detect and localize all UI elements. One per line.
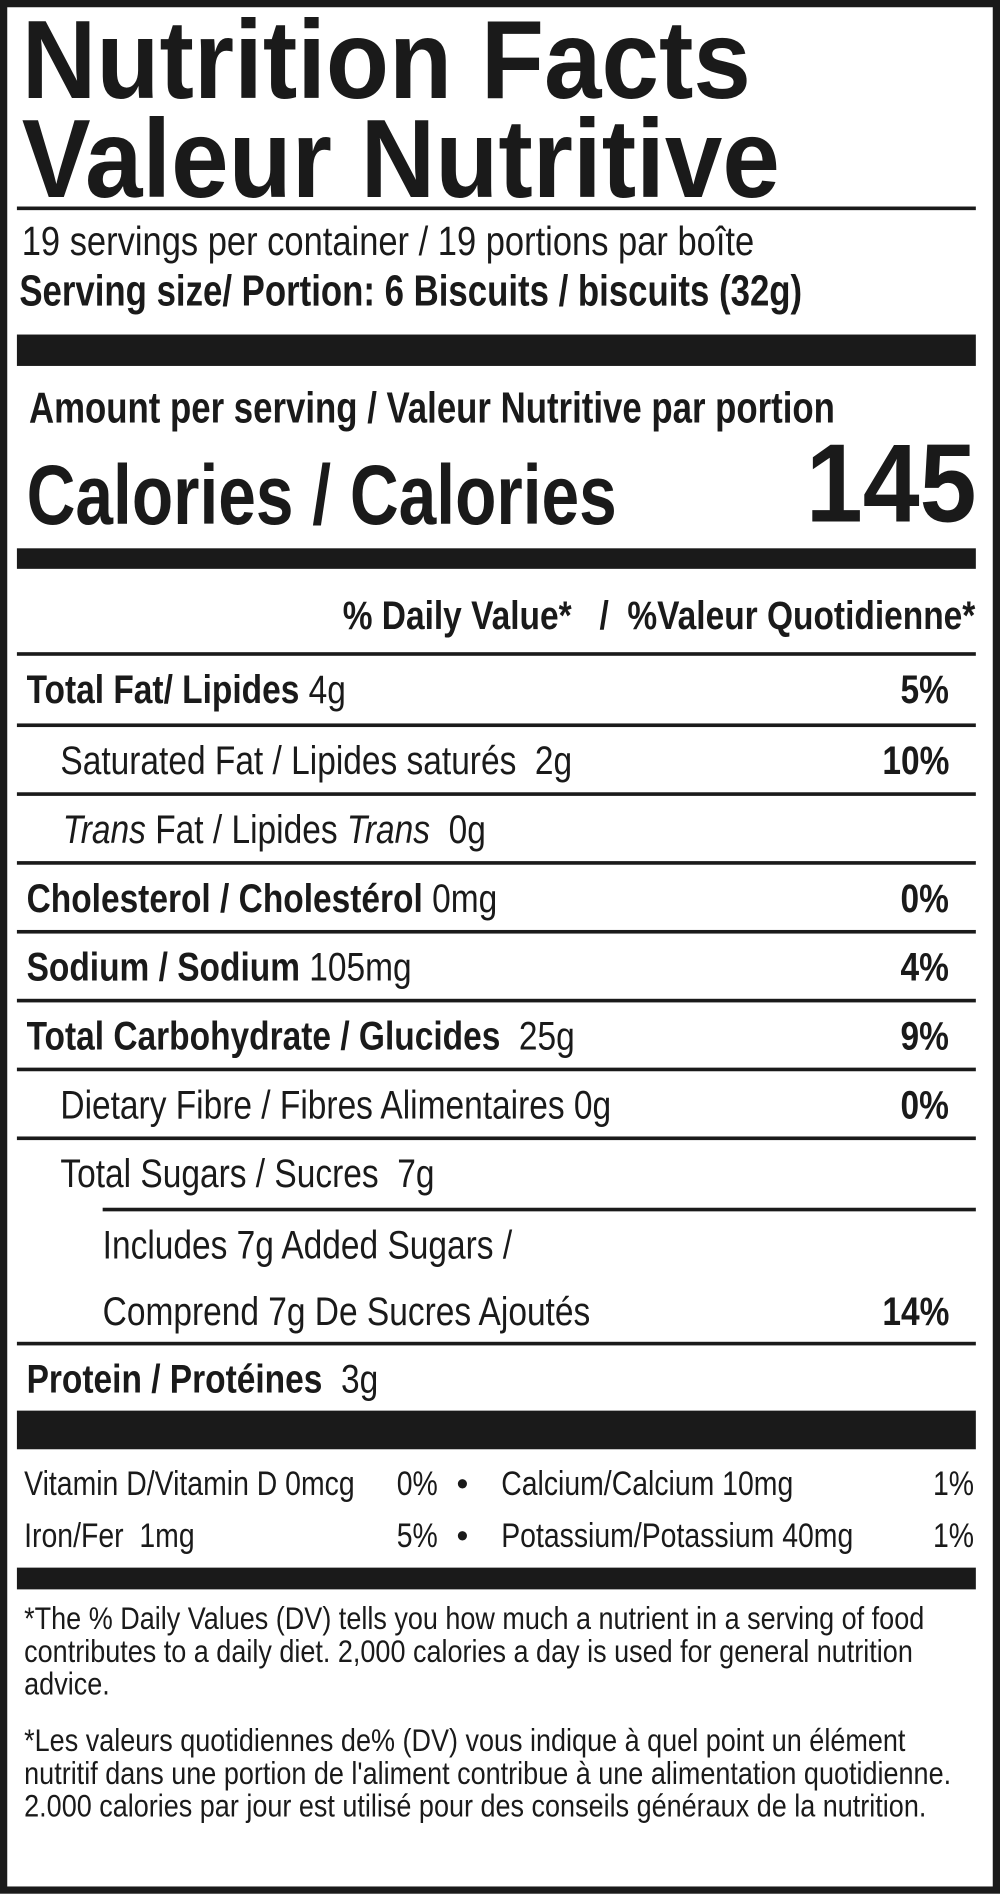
divider — [16, 1067, 976, 1072]
footnote-en: *The % Daily Values (DV) tells you how m… — [24, 1600, 925, 1702]
iron: Iron/Fer 1mg — [24, 1516, 195, 1555]
servings-per-container: 19 servings per container / 19 portions … — [21, 218, 755, 265]
thick-bar — [16, 1410, 976, 1450]
divider — [16, 723, 976, 728]
calcium-dv: 1% — [932, 1464, 974, 1503]
calories-label: Calories / Calories — [26, 448, 617, 543]
calcium: Calcium/Calcium 10mg — [501, 1464, 794, 1503]
nutrient-row-protein: Protein / Protéines 3g — [26, 1356, 379, 1401]
nutrient-row-total-fat: Total Fat/ Lipides 4g 5% — [26, 666, 950, 712]
thick-bar — [16, 334, 976, 366]
divider — [16, 206, 976, 211]
bullet: • — [456, 1464, 469, 1503]
vitamin-d: Vitamin D/Vitamin D 0mcg — [24, 1464, 355, 1503]
divider — [16, 929, 976, 934]
divider — [16, 792, 976, 796]
nutrient-row-saturated-fat: Saturated Fat / Lipides saturés 2g 10% — [60, 737, 950, 783]
nutrient-row-added-sugars: Includes 7g Added Sugars / Comprend 7g D… — [102, 1222, 950, 1334]
daily-value-header: % Daily Value* / %Valeur Quotidienne* — [343, 592, 976, 638]
medium-bar — [16, 548, 976, 569]
potassium-dv: 1% — [932, 1516, 974, 1555]
footnote-fr: *Les valeurs quotidiennes de% (DV) vous … — [24, 1722, 952, 1824]
nutrient-row-dietary-fibre: Dietary Fibre / Fibres Alimentaires 0g 0% — [60, 1082, 950, 1127]
vitamin-d-dv: 0% — [396, 1464, 438, 1503]
title-en: Nutrition Facts — [21, 0, 751, 122]
bullet: • — [456, 1516, 469, 1555]
divider — [102, 1207, 976, 1212]
divider — [16, 1341, 976, 1346]
title-fr: Valeur Nutritive — [21, 97, 780, 222]
nutrient-row-trans-fat: Trans Fat / Lipides Trans 0g — [62, 806, 486, 852]
divider — [16, 1136, 976, 1141]
nutrient-row-total-sugars: Total Sugars / Sucres 7g — [60, 1150, 435, 1196]
nutrient-row-sodium: Sodium / Sodium 105mg 4% — [26, 944, 950, 990]
amount-per-serving: Amount per serving / Valeur Nutritive pa… — [28, 382, 835, 433]
serving-size: Serving size/ Portion: 6 Biscuits / bisc… — [19, 265, 803, 316]
divider — [16, 652, 976, 656]
nutrient-row-total-carbohydrate: Total Carbohydrate / Glucides 25g 9% — [26, 1013, 950, 1058]
divider — [16, 861, 976, 865]
potassium: Potassium/Potassium 40mg — [501, 1516, 854, 1555]
iron-dv: 5% — [396, 1516, 438, 1555]
nutrient-row-cholesterol: Cholesterol / Cholestérol 0mg 0% — [26, 875, 950, 921]
calories-value: 145 — [805, 422, 976, 546]
medium-bar — [16, 1567, 976, 1590]
divider — [16, 998, 976, 1003]
